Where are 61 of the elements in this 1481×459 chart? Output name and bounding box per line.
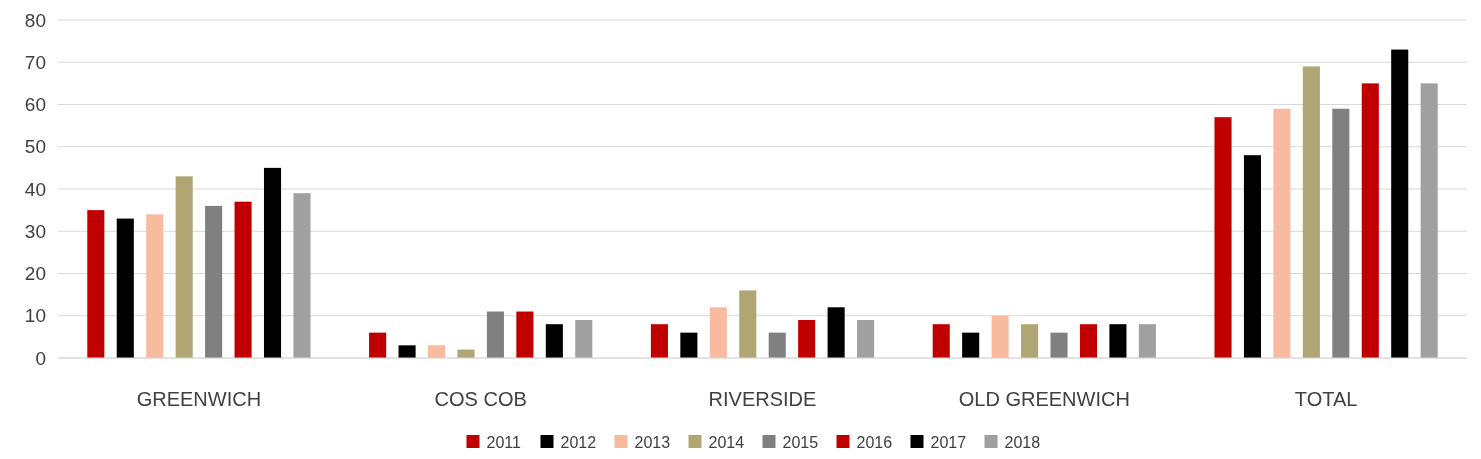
x-tick-label: TOTAL xyxy=(1294,388,1358,410)
bar xyxy=(1420,83,1438,358)
bar xyxy=(1243,155,1262,358)
bar xyxy=(1302,66,1320,358)
bar xyxy=(962,332,980,358)
x-tick-label: COS COB xyxy=(434,388,527,410)
bar xyxy=(1332,108,1350,358)
bar xyxy=(680,332,698,358)
bar xyxy=(1021,324,1039,358)
bar xyxy=(991,315,1009,358)
bar xyxy=(1050,332,1068,358)
y-tick-label: 10 xyxy=(24,305,46,327)
bar xyxy=(1109,324,1127,358)
y-tick-label: 30 xyxy=(24,220,46,242)
legend-label: 2016 xyxy=(856,434,893,451)
y-tick-label: 60 xyxy=(24,94,46,116)
bar xyxy=(1391,49,1409,358)
bar xyxy=(739,290,757,358)
x-tick-label: OLD GREENWICH xyxy=(958,388,1130,410)
bar xyxy=(709,307,727,358)
y-tick-label: 40 xyxy=(24,178,46,200)
bar xyxy=(1273,108,1291,358)
bar xyxy=(369,332,387,358)
legend-label: 2013 xyxy=(634,434,671,451)
bar xyxy=(175,176,193,358)
y-tick-label: 20 xyxy=(24,263,46,285)
bar xyxy=(827,307,845,358)
bar xyxy=(87,210,105,358)
bar xyxy=(1079,324,1098,358)
y-tick-label: 50 xyxy=(24,136,46,158)
bar xyxy=(116,218,134,358)
bar xyxy=(205,205,223,358)
legend-label: 2012 xyxy=(560,434,597,451)
bar xyxy=(857,319,875,358)
x-tick-label: RIVERSIDE xyxy=(708,388,817,410)
y-tick-label: 0 xyxy=(35,347,46,369)
legend-label: 2018 xyxy=(1004,434,1041,451)
bar xyxy=(486,311,504,358)
bar xyxy=(798,319,816,358)
legend-label: 2014 xyxy=(708,434,745,451)
bar xyxy=(932,324,950,358)
bar xyxy=(234,201,252,358)
bar xyxy=(146,214,164,358)
bar xyxy=(768,332,786,358)
bar xyxy=(1138,324,1156,358)
legend-label: 2011 xyxy=(486,434,522,451)
y-tick-label: 70 xyxy=(24,51,46,73)
bar xyxy=(427,345,446,358)
bar xyxy=(1361,83,1379,358)
legend-label: 2015 xyxy=(782,434,819,451)
bar xyxy=(575,319,593,358)
bar xyxy=(293,193,311,358)
bar xyxy=(263,167,282,358)
bar xyxy=(650,324,668,358)
x-tick-label: GREENWICH xyxy=(136,388,262,410)
bar xyxy=(1214,117,1232,358)
bar xyxy=(398,345,416,358)
bar xyxy=(516,311,534,358)
bar xyxy=(545,324,563,358)
legend-label: 2017 xyxy=(930,434,967,451)
y-tick-label: 80 xyxy=(24,9,46,31)
